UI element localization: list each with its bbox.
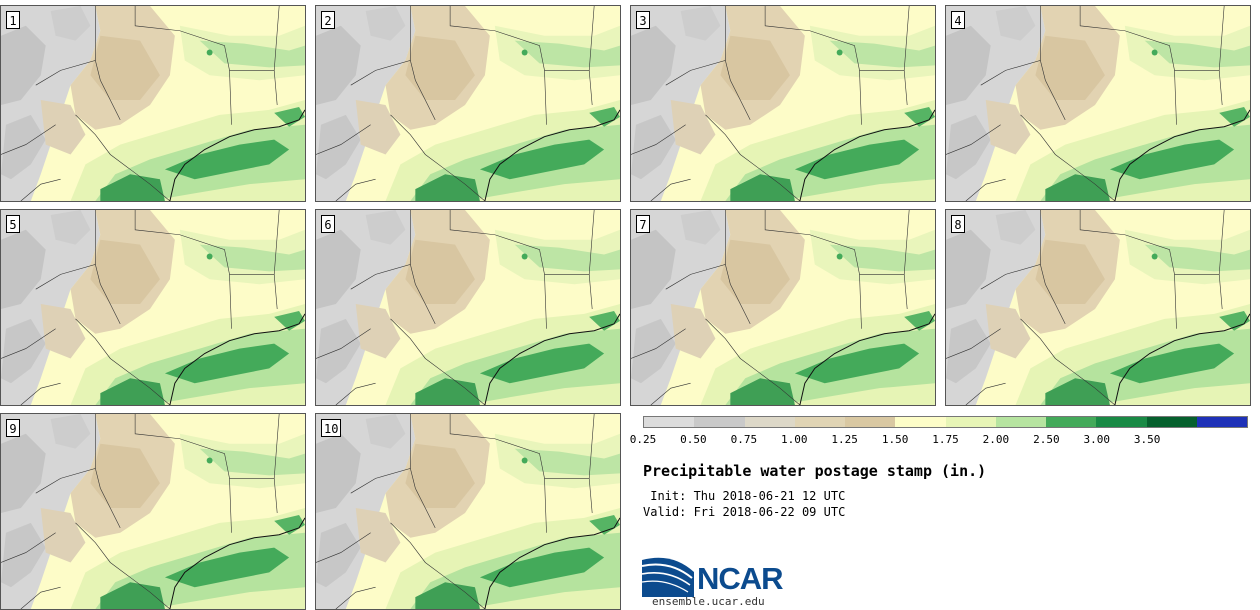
colorbar-bin [1146, 417, 1197, 427]
colorbar-bin [744, 417, 795, 427]
ensemble-member-panel-8: 8 [945, 209, 1251, 406]
precipitable-water-map [316, 6, 620, 201]
colorbar-bin [845, 417, 896, 427]
member-number: 7 [636, 215, 650, 233]
ensemble-member-panel-5: 5 [0, 209, 306, 406]
ensemble-member-panel-10: 10 [315, 413, 621, 610]
colorbar-bin [895, 417, 946, 427]
member-number: 5 [6, 215, 20, 233]
colorbar-bin [644, 417, 695, 427]
colorbar-bin [1196, 417, 1247, 427]
precipitable-water-map [1, 6, 305, 201]
member-number: 4 [951, 11, 965, 29]
colorbar-tick-label: 0.50 [680, 433, 707, 446]
ncar-wordmark: NCAR [697, 561, 784, 596]
site-url: ensemble.ucar.edu [652, 595, 765, 608]
member-number: 2 [321, 11, 335, 29]
colorbar-tick-label: 3.00 [1083, 433, 1111, 446]
colorbar-bin [1046, 417, 1097, 427]
ensemble-member-panel-7: 7 [630, 209, 936, 406]
member-number: 3 [636, 11, 650, 29]
valid-time: Valid: Fri 2018-06-22 09 UTC [643, 505, 846, 519]
colorbar-tick-label: 1.00 [781, 433, 808, 446]
precipitable-water-map [946, 6, 1250, 201]
colorbar-bin [945, 417, 996, 427]
ensemble-member-panel-1: 1 [0, 5, 306, 202]
precipitable-water-map [316, 210, 620, 405]
member-number: 1 [6, 11, 20, 29]
precipitable-water-map [631, 210, 935, 405]
colorbar-tick-label: 2.00 [982, 433, 1010, 446]
colorbar-tick-label: 3.50 [1133, 433, 1161, 446]
colorbar-bin [794, 417, 845, 427]
ensemble-member-panel-9: 9 [0, 413, 306, 610]
ensemble-member-panel-2: 2 [315, 5, 621, 202]
ensemble-member-panel-4: 4 [945, 5, 1251, 202]
colorbar-tick-label: 1.75 [932, 433, 959, 446]
colorbar-tick-label: 1.50 [881, 433, 909, 446]
colorbar [643, 416, 1248, 428]
precipitable-water-map [316, 414, 620, 609]
member-number: 8 [951, 215, 965, 233]
colorbar-tick-label: 1.25 [831, 433, 858, 446]
precipitable-water-map [631, 6, 935, 201]
colorbar-tick-label: 0.25 [629, 433, 657, 446]
colorbar-tick-label: 2.50 [1033, 433, 1060, 446]
colorbar-bin [694, 417, 745, 427]
member-number: 6 [321, 215, 335, 233]
colorbar-bin [995, 417, 1046, 427]
ensemble-member-panel-3: 3 [630, 5, 936, 202]
chart-title: Precipitable water postage stamp (in.) [643, 462, 987, 480]
member-number: 10 [321, 419, 342, 437]
member-number: 9 [6, 419, 20, 437]
precipitable-water-map [946, 210, 1250, 405]
init-time: Init: Thu 2018-06-21 12 UTC [643, 489, 846, 503]
precipitable-water-map [1, 210, 305, 405]
precipitable-water-map [1, 414, 305, 609]
colorbar-tick-label: 0.75 [730, 433, 758, 446]
colorbar-bin [1096, 417, 1147, 427]
ensemble-member-panel-6: 6 [315, 209, 621, 406]
ncar-logo-icon [642, 557, 694, 597]
